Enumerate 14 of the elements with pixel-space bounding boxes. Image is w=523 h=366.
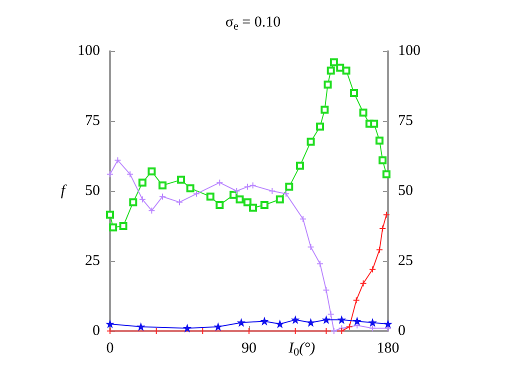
y2-tick-label: 0 <box>398 323 406 339</box>
y-tick-label: 50 <box>85 183 100 199</box>
x-tick-label: 0 <box>106 340 114 356</box>
y2-tick-label: 100 <box>398 43 420 59</box>
y2-tick-label: 75 <box>398 113 413 129</box>
y-tick-label: 0 <box>92 323 100 339</box>
x-tick-label: 90 <box>242 340 256 356</box>
y2-tick-label: 25 <box>398 253 413 269</box>
y-axis-title: f <box>60 183 67 199</box>
y2-tick-label: 50 <box>398 183 413 199</box>
y-tick-label: 25 <box>85 253 100 269</box>
y-tick-label: 75 <box>85 113 100 129</box>
x-tick-label: 180 <box>376 340 400 356</box>
y-tick-label: 100 <box>78 43 100 59</box>
